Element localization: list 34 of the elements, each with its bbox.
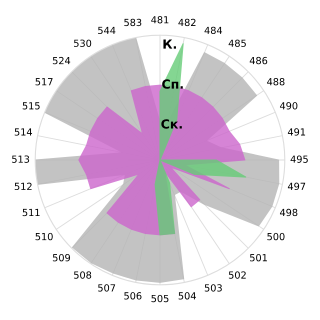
spoke-label: 510 [36, 232, 53, 240]
spoke-label: 490 [280, 102, 298, 110]
spoke-label: 482 [178, 18, 196, 26]
spoke-label: 508 [74, 271, 92, 279]
spoke-label: 504 [178, 292, 196, 300]
spoke-label: 500 [267, 232, 285, 240]
spoke-label: 505 [151, 294, 168, 302]
spoke-label: 506 [124, 292, 142, 300]
spoke-label: 509 [52, 254, 70, 262]
spoke-label: 583 [124, 18, 142, 26]
spoke-label: 495 [290, 155, 308, 163]
spoke-label: 503 [204, 284, 222, 292]
spoke-label: 486 [250, 56, 268, 64]
spoke-label: 497 [288, 182, 306, 190]
y-tick-label: Ск. [161, 119, 182, 129]
spoke-label: 530 [74, 40, 92, 47]
spoke-label: 481 [151, 16, 168, 24]
spoke-label: 544 [98, 26, 116, 34]
spoke-label: 517 [36, 78, 53, 86]
spoke-label: 501 [250, 254, 267, 262]
spoke-label: 524 [52, 56, 70, 64]
spoke-label: 513 [12, 155, 30, 163]
spoke-label: 515 [22, 102, 40, 110]
spoke-label: 507 [98, 284, 116, 292]
spoke-label: 514 [14, 128, 32, 136]
spoke-label: 512 [14, 182, 32, 190]
spoke-label: 485 [228, 40, 246, 47]
spoke-label: 488 [267, 78, 285, 86]
y-tick-label: К. [163, 40, 176, 49]
spoke-label: 498 [280, 208, 298, 216]
spoke-label: 502 [228, 271, 246, 279]
spoke-label: 491 [288, 128, 306, 136]
spoke-label: 484 [204, 26, 222, 34]
spoke-label: 511 [22, 208, 40, 216]
